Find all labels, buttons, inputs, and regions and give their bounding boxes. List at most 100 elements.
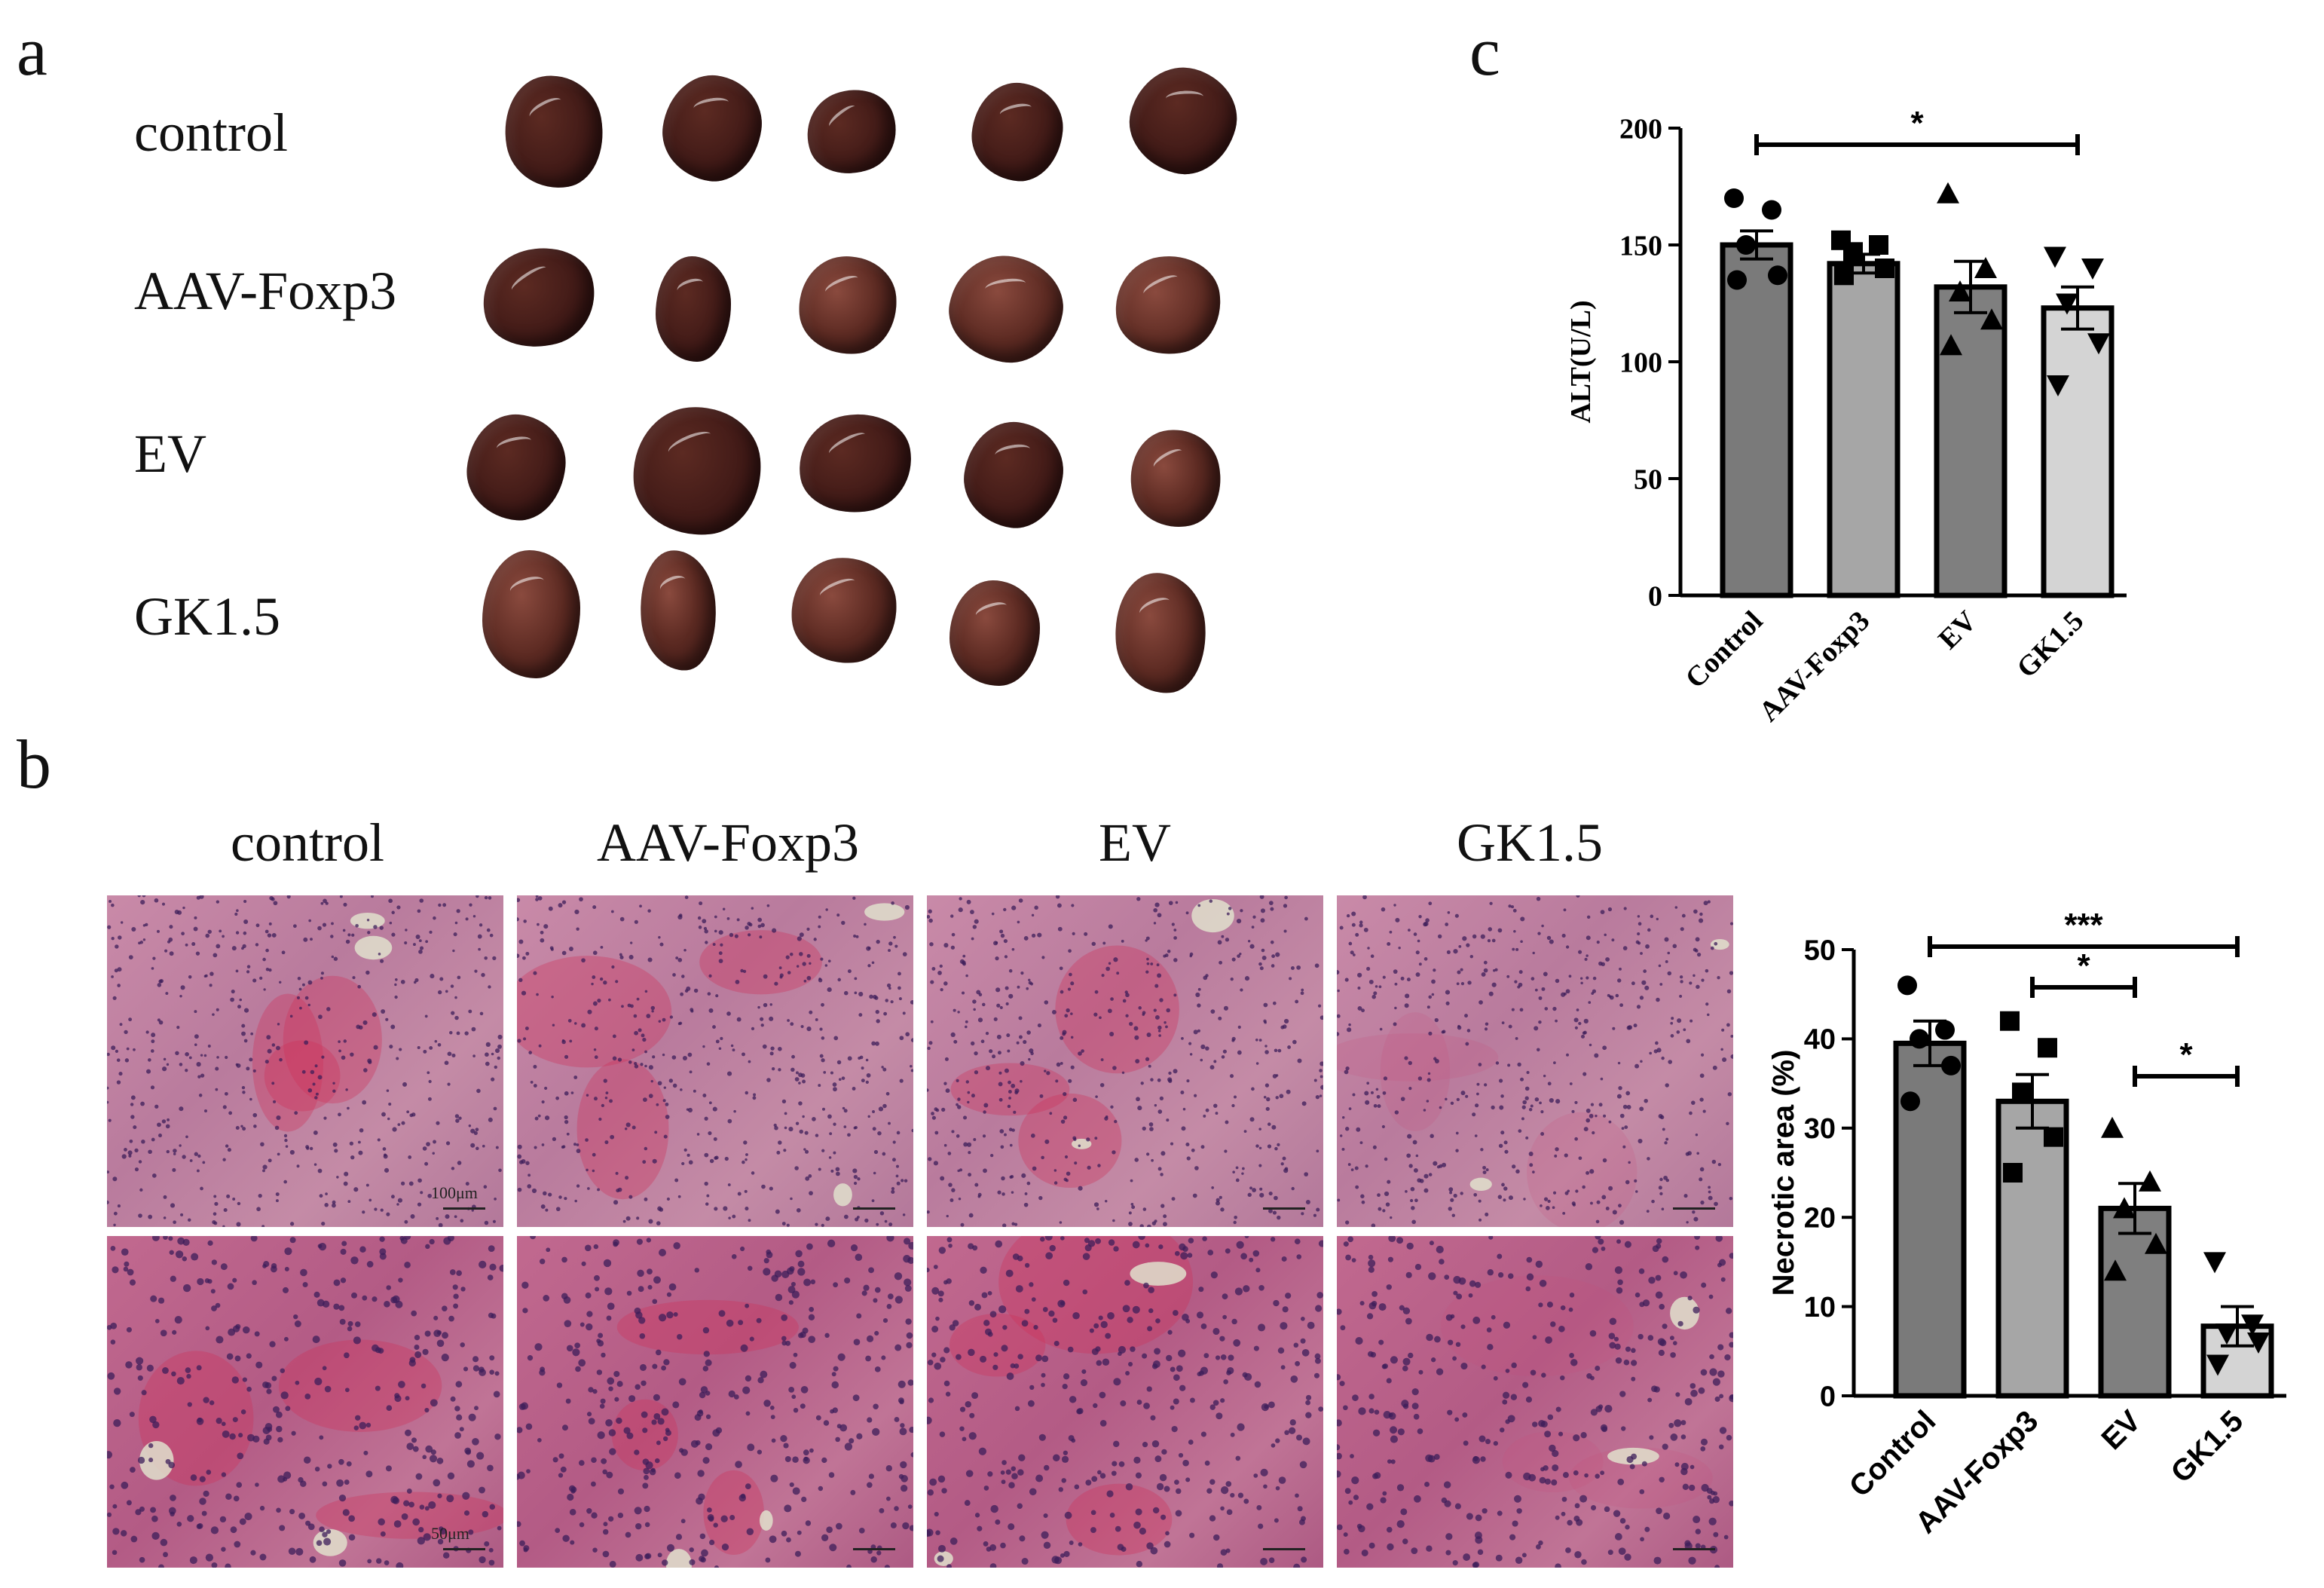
data-point [2206,1354,2229,1376]
data-point [2047,375,2069,396]
organ-highlight [826,428,869,459]
bar [1720,242,1793,598]
data-point [2044,246,2066,268]
data-point [2104,1259,2127,1281]
organ-highlight [973,598,1009,623]
organ-photo [957,415,1070,534]
organ-photo [968,79,1067,185]
histology-texture [107,895,503,1227]
significance-label: *** [2064,907,2103,944]
histology-texture [517,895,913,1227]
x-tick-label: EV [2096,1404,2148,1456]
scale-bar [1673,1548,1715,1550]
organ-photo [940,247,1072,371]
panel-letter-a: a [17,13,47,90]
organ-highlight [693,95,730,115]
histology-image [517,895,913,1227]
y-tick-label: 100 [1619,347,1662,378]
organ-highlight [823,271,861,298]
data-point [1727,270,1747,290]
x-tick-label: GK1.5 [2011,605,2090,684]
histology-image [927,1236,1323,1568]
scale-bar-label: 100μm [431,1183,478,1202]
organ-highlight [994,442,1032,462]
y-tick-label: 30 [1804,1113,1836,1145]
organ-photo [1110,569,1211,697]
data-point [2081,259,2104,280]
data-point [1940,334,1962,356]
scale-bar [1673,1207,1715,1210]
bar [2041,305,2115,598]
histology-texture [927,895,1323,1227]
organ-highlight [818,574,858,602]
organ-photo [495,67,613,197]
histology-image [927,895,1323,1227]
scale-bar [853,1548,895,1550]
data-point [2044,1127,2063,1147]
data-point [1875,259,1894,278]
bar [1934,284,2008,598]
bar [1995,1098,2069,1399]
data-point [2000,1011,2020,1031]
significance-label: * [2179,1036,2193,1073]
col-label-aav-foxp3: AAV-Foxp3 [596,812,860,873]
organ-photo [635,546,721,675]
row-label-aav-foxp3: AAV-Foxp3 [134,261,397,321]
data-point [1980,308,2003,330]
organ-photo [656,69,769,188]
bar [1827,261,1900,598]
data-point [1937,182,1959,203]
organ-highlight [1150,445,1185,473]
data-point [1974,257,1997,278]
data-point [1768,265,1787,286]
scale-bar-label: 50μm [431,1524,469,1543]
histology-image [517,1236,913,1568]
data-point [2215,1323,2238,1345]
organ-highlight [1141,271,1181,299]
row-label-ev: EV [134,424,206,484]
data-point [1935,1020,1955,1040]
significance-label: * [1910,105,1924,142]
data-point [1941,1055,1961,1075]
x-tick-label: GK1.5 [2165,1404,2250,1489]
y-tick-label: 40 [1804,1024,1836,1056]
data-point [2012,1082,2032,1103]
histology-image [1337,1236,1733,1568]
y-tick-label: 20 [1804,1203,1836,1235]
data-point [2247,1332,2270,1354]
data-point [2087,333,2110,355]
organ-photo [463,410,570,525]
histology-texture [927,1236,1323,1568]
data-point [1736,235,1756,255]
data-point [2241,1314,2264,1336]
data-point [1724,188,1744,208]
organ-photo [482,550,580,678]
row-label-control: control [134,103,288,163]
histology-texture [1337,1236,1733,1568]
y-axis-label: ALT(U/L) [1565,300,1597,423]
data-point [1762,200,1781,220]
organ-photo [949,580,1040,686]
histology-image: 50μm [107,1236,503,1568]
organ-highlight [675,275,705,297]
y-axis-label: Necrotic area (%) [1767,1050,1800,1296]
histology-texture [1337,895,1733,1227]
panel-letter-c: c [1469,13,1500,90]
organ-photo [794,252,901,359]
data-point [2038,1038,2057,1058]
organ-highlight [527,93,565,124]
scale-bar [1263,1548,1305,1550]
significance-label: * [2077,947,2090,984]
organ-photo [794,77,909,187]
organ-highlight [495,433,534,455]
histology-texture [107,1236,503,1568]
data-point [1900,1091,1920,1112]
scale-bar [443,1548,485,1550]
data-point [2113,1197,2136,1219]
row-label-gk15: GK1.5 [134,586,280,647]
x-tick-label: EV [1932,604,1983,655]
histology-image: 100μm [107,895,503,1227]
organ-highlight [665,427,714,460]
